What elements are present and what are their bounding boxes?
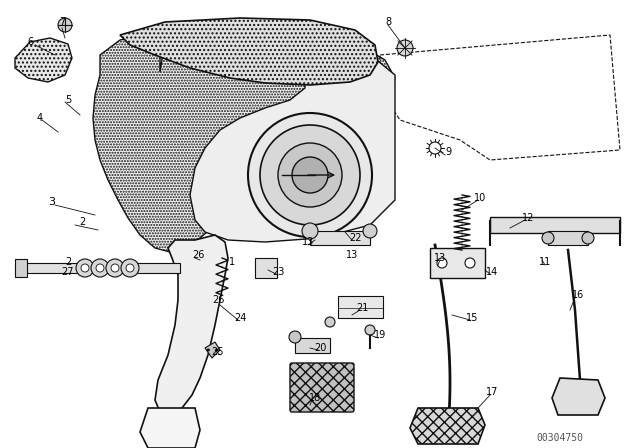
Circle shape bbox=[365, 325, 375, 335]
Text: 15: 15 bbox=[466, 313, 478, 323]
Polygon shape bbox=[93, 28, 395, 252]
Text: 5: 5 bbox=[65, 95, 71, 105]
Bar bbox=[295, 338, 330, 353]
Text: 25: 25 bbox=[212, 347, 224, 357]
Text: 11: 11 bbox=[539, 257, 551, 267]
Circle shape bbox=[289, 331, 301, 343]
Text: 7: 7 bbox=[59, 17, 65, 27]
Circle shape bbox=[121, 259, 139, 277]
Text: 4: 4 bbox=[37, 113, 43, 123]
Circle shape bbox=[76, 259, 94, 277]
Text: 20: 20 bbox=[314, 343, 326, 353]
Text: 6: 6 bbox=[27, 37, 33, 47]
Text: 26: 26 bbox=[212, 295, 224, 305]
Circle shape bbox=[260, 125, 360, 225]
Polygon shape bbox=[140, 408, 200, 448]
Polygon shape bbox=[205, 342, 220, 358]
Text: 00304750: 00304750 bbox=[536, 433, 584, 443]
Bar bbox=[25, 263, 180, 273]
Text: 16: 16 bbox=[572, 290, 584, 300]
Circle shape bbox=[429, 142, 441, 154]
Circle shape bbox=[106, 259, 124, 277]
Circle shape bbox=[542, 232, 554, 244]
Text: 26: 26 bbox=[192, 250, 204, 260]
Circle shape bbox=[81, 264, 89, 272]
Text: 3: 3 bbox=[49, 197, 56, 207]
Text: 14: 14 bbox=[486, 267, 498, 277]
FancyBboxPatch shape bbox=[338, 296, 383, 318]
Text: 27: 27 bbox=[61, 267, 74, 277]
Text: 22: 22 bbox=[349, 233, 361, 243]
Bar bbox=[430, 248, 485, 278]
Bar bbox=[490, 217, 620, 233]
Text: 9: 9 bbox=[445, 147, 451, 157]
Bar bbox=[15, 259, 27, 277]
Polygon shape bbox=[552, 378, 605, 415]
Text: 10: 10 bbox=[474, 193, 486, 203]
Polygon shape bbox=[15, 38, 72, 82]
Circle shape bbox=[363, 224, 377, 238]
Circle shape bbox=[325, 317, 335, 327]
Circle shape bbox=[582, 232, 594, 244]
Text: 13: 13 bbox=[346, 250, 358, 260]
Bar bbox=[255, 258, 277, 278]
Text: 17: 17 bbox=[486, 387, 498, 397]
Circle shape bbox=[302, 223, 318, 239]
Text: 1: 1 bbox=[229, 257, 235, 267]
Text: 13: 13 bbox=[434, 253, 446, 263]
Text: 13: 13 bbox=[302, 237, 314, 247]
Text: 8: 8 bbox=[385, 17, 391, 27]
Polygon shape bbox=[155, 235, 228, 415]
Circle shape bbox=[292, 157, 328, 193]
Circle shape bbox=[96, 264, 104, 272]
Polygon shape bbox=[120, 18, 378, 85]
Text: 24: 24 bbox=[234, 313, 246, 323]
Text: 23: 23 bbox=[272, 267, 284, 277]
Polygon shape bbox=[410, 408, 485, 444]
Polygon shape bbox=[160, 38, 395, 242]
Circle shape bbox=[397, 40, 413, 56]
Circle shape bbox=[278, 143, 342, 207]
Bar bbox=[548, 231, 588, 245]
Text: 2: 2 bbox=[65, 257, 71, 267]
Text: 21: 21 bbox=[356, 303, 368, 313]
Circle shape bbox=[437, 258, 447, 268]
Circle shape bbox=[111, 264, 119, 272]
Circle shape bbox=[248, 113, 372, 237]
Circle shape bbox=[58, 18, 72, 32]
Circle shape bbox=[465, 258, 475, 268]
Text: 2: 2 bbox=[79, 217, 85, 227]
Text: 18: 18 bbox=[309, 393, 321, 403]
Text: 12: 12 bbox=[522, 213, 534, 223]
Circle shape bbox=[126, 264, 134, 272]
FancyBboxPatch shape bbox=[290, 363, 354, 412]
Circle shape bbox=[91, 259, 109, 277]
Bar bbox=[310, 231, 370, 245]
Text: 19: 19 bbox=[374, 330, 386, 340]
